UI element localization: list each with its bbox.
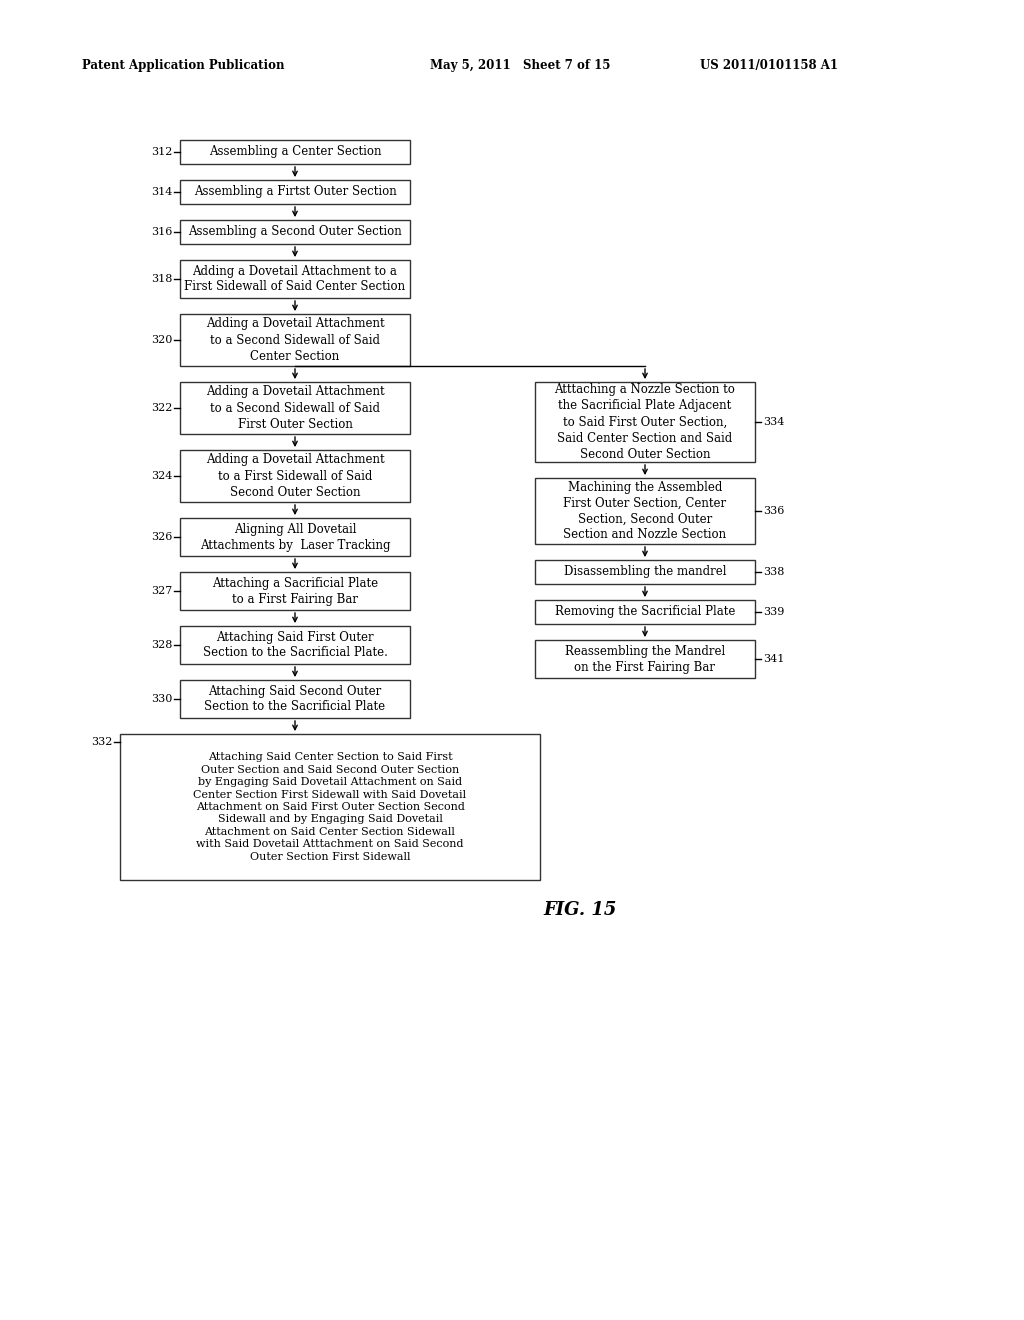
Text: 339: 339 — [763, 607, 784, 616]
Bar — [120, 734, 540, 880]
Text: 328: 328 — [151, 640, 172, 649]
Text: 330: 330 — [151, 694, 172, 704]
Text: Adding a Dovetail Attachment
to a Second Sidewall of Said
Center Section: Adding a Dovetail Attachment to a Second… — [206, 318, 384, 363]
Text: Adding a Dovetail Attachment to a
First Sidewall of Said Center Section: Adding a Dovetail Attachment to a First … — [184, 264, 406, 293]
Bar — [180, 314, 410, 366]
Text: US 2011/0101158 A1: US 2011/0101158 A1 — [700, 58, 838, 71]
Bar — [180, 260, 410, 298]
Text: 327: 327 — [151, 586, 172, 597]
Text: Attaching Said First Outer
Section to the Sacrificial Plate.: Attaching Said First Outer Section to th… — [203, 631, 387, 660]
Text: Adding a Dovetail Attachment
to a Second Sidewall of Said
First Outer Section: Adding a Dovetail Attachment to a Second… — [206, 385, 384, 430]
Text: Disassembling the mandrel: Disassembling the mandrel — [564, 565, 726, 578]
Bar — [180, 180, 410, 205]
Text: 332: 332 — [91, 737, 112, 747]
Text: 336: 336 — [763, 506, 784, 516]
Bar — [535, 381, 755, 462]
Bar — [180, 572, 410, 610]
Text: 341: 341 — [763, 653, 784, 664]
Bar — [535, 560, 755, 583]
Text: May 5, 2011   Sheet 7 of 15: May 5, 2011 Sheet 7 of 15 — [430, 58, 610, 71]
Text: 314: 314 — [151, 187, 172, 197]
Text: 318: 318 — [151, 275, 172, 284]
Bar — [535, 478, 755, 544]
Bar — [535, 640, 755, 678]
Text: 326: 326 — [151, 532, 172, 543]
Text: Attaching Said Center Section to Said First
Outer Section and Said Second Outer : Attaching Said Center Section to Said Fi… — [194, 752, 467, 862]
Text: Removing the Sacrificial Plate: Removing the Sacrificial Plate — [555, 606, 735, 619]
Text: Adding a Dovetail Attachment
to a First Sidewall of Said
Second Outer Section: Adding a Dovetail Attachment to a First … — [206, 454, 384, 499]
Text: Assembling a Center Section: Assembling a Center Section — [209, 145, 381, 158]
Bar — [535, 601, 755, 624]
Text: 320: 320 — [151, 335, 172, 345]
Text: Reassembling the Mandrel
on the First Fairing Bar: Reassembling the Mandrel on the First Fa… — [565, 644, 725, 673]
Text: Atttaching a Nozzle Section to
the Sacrificial Plate Adjacent
to Said First Oute: Atttaching a Nozzle Section to the Sacri… — [555, 384, 735, 461]
Text: 338: 338 — [763, 568, 784, 577]
Text: 324: 324 — [151, 471, 172, 480]
Text: FIG. 15: FIG. 15 — [544, 902, 616, 919]
Bar — [180, 517, 410, 556]
Text: 316: 316 — [151, 227, 172, 238]
Text: 334: 334 — [763, 417, 784, 426]
Text: Aligning All Dovetail
Attachments by  Laser Tracking: Aligning All Dovetail Attachments by Las… — [200, 523, 390, 552]
Text: Attaching a Sacrificial Plate
to a First Fairing Bar: Attaching a Sacrificial Plate to a First… — [212, 577, 378, 606]
Bar — [180, 140, 410, 164]
Bar — [180, 680, 410, 718]
Text: 322: 322 — [151, 403, 172, 413]
Text: Patent Application Publication: Patent Application Publication — [82, 58, 285, 71]
Bar — [180, 381, 410, 434]
Bar — [180, 626, 410, 664]
Text: Attaching Said Second Outer
Section to the Sacrificial Plate: Attaching Said Second Outer Section to t… — [205, 685, 386, 714]
Text: Assembling a Second Outer Section: Assembling a Second Outer Section — [188, 226, 401, 239]
Text: Assembling a Firtst Outer Section: Assembling a Firtst Outer Section — [194, 186, 396, 198]
Text: 312: 312 — [151, 147, 172, 157]
Bar — [180, 450, 410, 502]
Bar — [180, 220, 410, 244]
Text: Machining the Assembled
First Outer Section, Center
Section, Second Outer
Sectio: Machining the Assembled First Outer Sect… — [563, 480, 727, 541]
